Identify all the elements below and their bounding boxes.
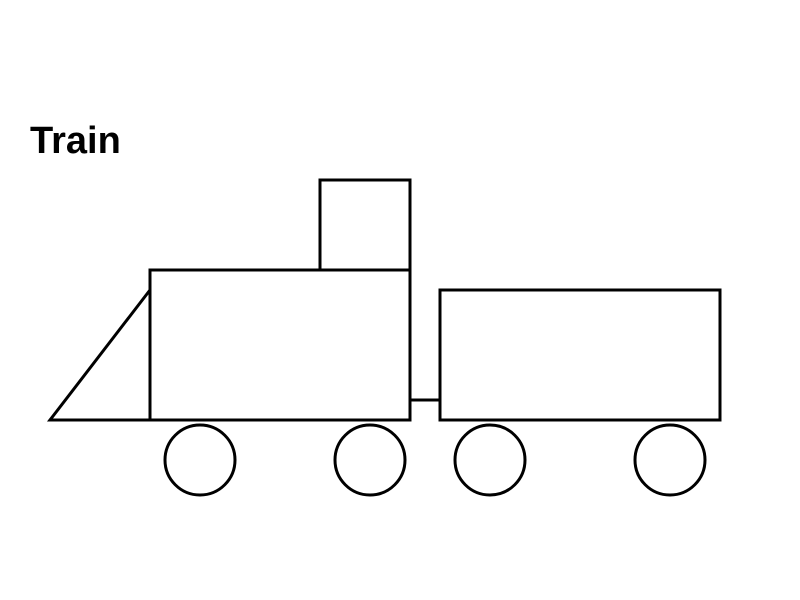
wheel-2 <box>335 425 405 495</box>
engine-body <box>150 270 410 420</box>
train-diagram <box>0 0 800 600</box>
chimney <box>320 180 410 270</box>
wheel-4 <box>635 425 705 495</box>
wheel-3 <box>455 425 525 495</box>
cowcatcher <box>50 290 150 420</box>
car-body <box>440 290 720 420</box>
wheel-1 <box>165 425 235 495</box>
